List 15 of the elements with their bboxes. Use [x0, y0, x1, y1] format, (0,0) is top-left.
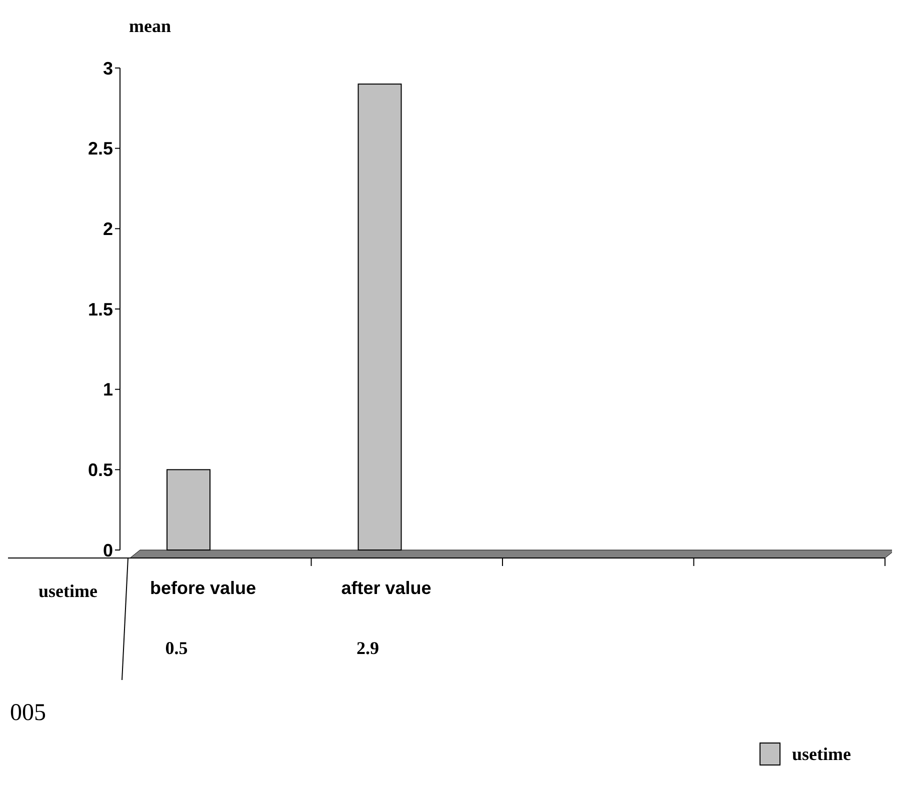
legend-label: usetime [792, 744, 851, 764]
y-tick-label: 3 [102, 58, 113, 78]
y-tick-label: 2.5 [88, 138, 113, 159]
y-tick-label: 0 [102, 540, 113, 560]
y-tick-label: 0.5 [88, 460, 113, 480]
y-tick-label: 2 [102, 218, 113, 239]
data-label: 2.9 [356, 638, 379, 658]
text: 005 [10, 700, 46, 726]
data-label: 0.5 [165, 638, 188, 658]
y-tick-label: 1 [102, 380, 113, 400]
x-tick-label: before value [150, 578, 256, 598]
text: usetime [38, 581, 98, 601]
x-tick-label: after value [341, 578, 432, 598]
y-tick-label: 1.5 [88, 299, 113, 320]
y-axis-title: mean [129, 16, 171, 36]
